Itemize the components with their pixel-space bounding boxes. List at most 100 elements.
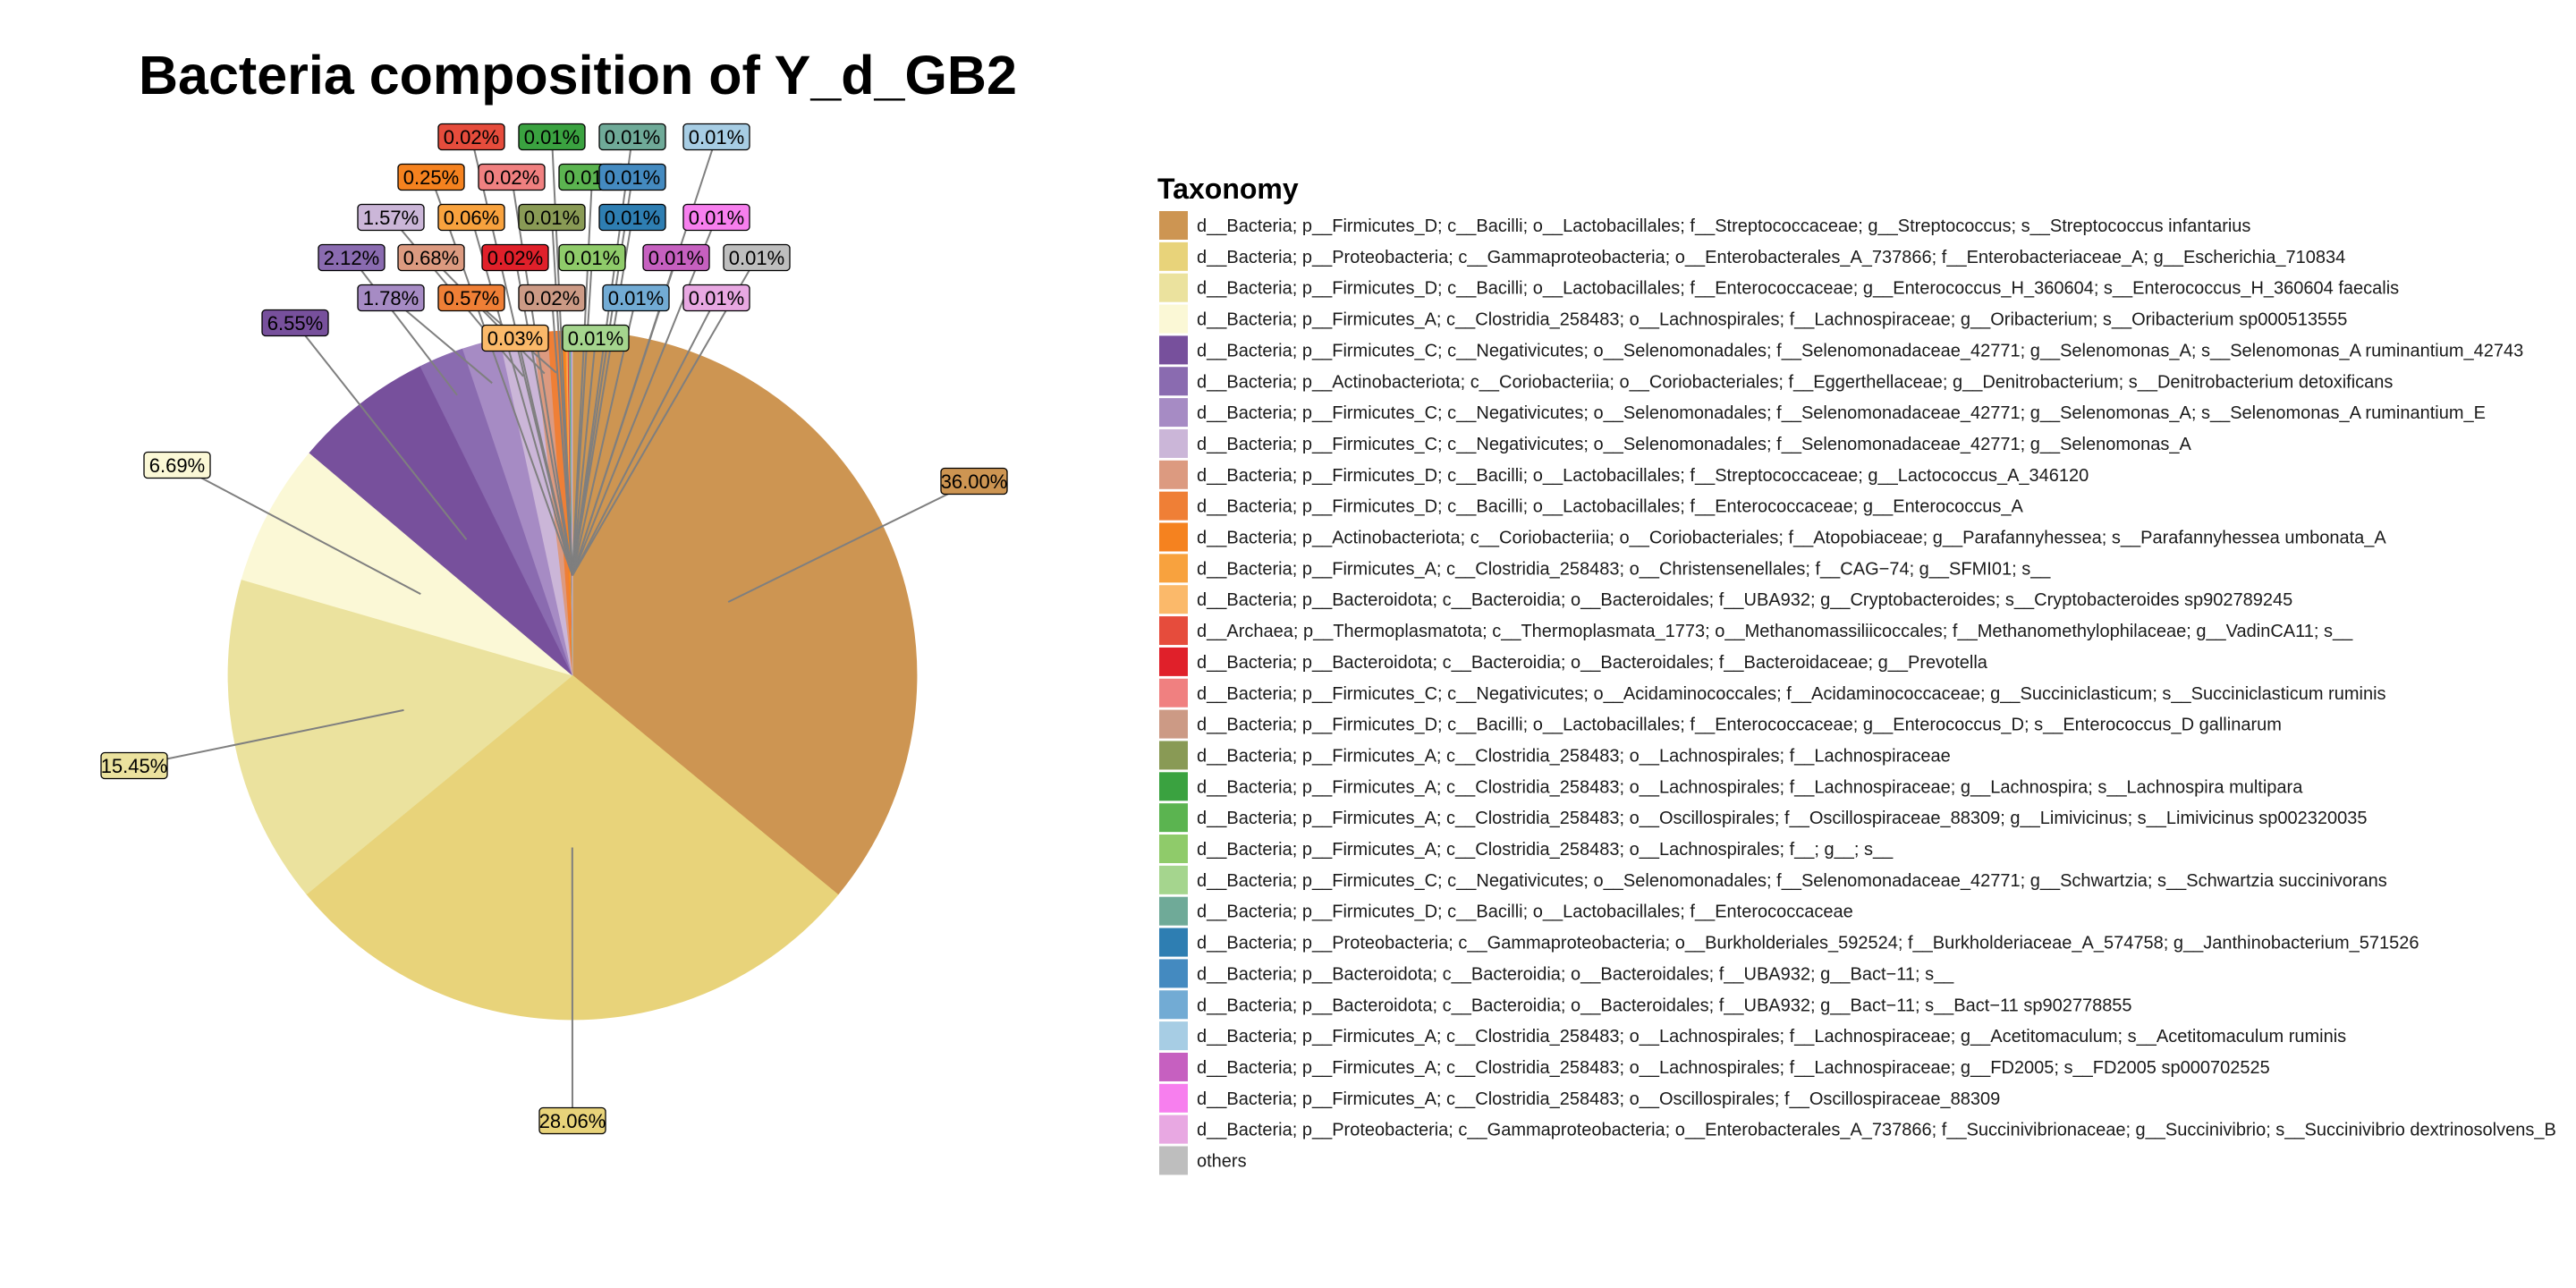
slice-label-text: 0.57% (444, 287, 499, 309)
legend-swatch (1159, 460, 1188, 489)
legend-swatch (1159, 1052, 1188, 1081)
legend-item: d__Bacteria; p__Bacteroidota; c__Bactero… (1159, 990, 2132, 1020)
slice-label-text: 6.55% (267, 312, 323, 335)
slice-label-text: 1.78% (363, 287, 419, 309)
slice-label-box (357, 284, 425, 312)
slice-label: 0.06% (437, 203, 505, 232)
slice-label-box (598, 163, 666, 191)
slice-label-box (478, 163, 546, 191)
slice-label-box (558, 243, 626, 272)
legend-label: d__Bacteria; p__Bacteroidota; c__Bactero… (1197, 590, 2292, 610)
slice-label: 0.01% (518, 203, 586, 232)
legend-swatch (1159, 522, 1188, 552)
legend-items: d__Bacteria; p__Firmicutes_D; c__Bacilli… (1159, 211, 2556, 1175)
slice-label: 0.01% (723, 243, 791, 272)
legend-swatch (1159, 1021, 1188, 1051)
legend-swatch (1159, 585, 1188, 614)
legend-swatch (1159, 398, 1188, 428)
slice-label-box (481, 324, 549, 352)
legend-label: d__Bacteria; p__Proteobacteria; c__Gamma… (1197, 1121, 2556, 1140)
slice-label-text: 28.06% (539, 1110, 606, 1132)
legend-item: d__Bacteria; p__Firmicutes_D; c__Bacilli… (1159, 273, 2399, 302)
legend-item: others (1159, 1146, 1247, 1175)
legend-label: d__Bacteria; p__Firmicutes_C; c__Negativ… (1197, 435, 2192, 454)
leader-line (572, 257, 593, 576)
slice-label-text: 0.06% (444, 207, 499, 229)
legend-swatch (1159, 273, 1188, 302)
slice-label-box (437, 123, 505, 151)
slice-label: 0.02% (481, 243, 549, 272)
slice-label-box (437, 203, 505, 232)
legend-item: d__Bacteria; p__Proteobacteria; c__Gamma… (1159, 928, 2419, 957)
legend-swatch (1159, 491, 1188, 521)
legend-item: d__Bacteria; p__Firmicutes_A; c__Clostri… (1159, 1083, 2000, 1113)
legend-item: d__Bacteria; p__Firmicutes_A; c__Clostri… (1159, 772, 2303, 801)
slice-label-text: 0.01% (605, 166, 660, 189)
slice-label: 0.02% (478, 163, 546, 191)
leader-line (176, 464, 421, 595)
slice-label: 0.01% (518, 123, 586, 151)
legend-label: d__Bacteria; p__Firmicutes_A; c__Clostri… (1197, 559, 2051, 579)
legend-label: d__Bacteria; p__Firmicutes_C; c__Negativ… (1197, 341, 2523, 360)
legend-label: d__Bacteria; p__Actinobacteriota; c__Cor… (1197, 372, 2393, 392)
slice-label-text: 0.02% (444, 126, 499, 148)
legend-swatch (1159, 647, 1188, 676)
legend-swatch (1159, 616, 1188, 646)
slice-label-box (538, 1106, 606, 1135)
legend: Taxonomy d__Bacteria; p__Firmicutes_D; c… (1157, 173, 2556, 1175)
slice-label-box (518, 284, 586, 312)
slice-label: 0.03% (481, 324, 549, 352)
slice-label-text: 0.01% (729, 247, 784, 269)
legend-label: d__Bacteria; p__Actinobacteriota; c__Cor… (1197, 529, 2386, 548)
legend-label: d__Bacteria; p__Firmicutes_D; c__Bacilli… (1197, 279, 2399, 299)
slice-label-text: 0.01% (524, 126, 580, 148)
slice-label: 15.45% (100, 751, 168, 780)
slice-label-box (397, 243, 465, 272)
leader-line (572, 216, 717, 576)
legend-item: d__Bacteria; p__Actinobacteriota; c__Cor… (1159, 522, 2386, 552)
slice-label: 0.01% (562, 324, 630, 352)
slice-label-box (261, 309, 329, 337)
legend-label: d__Bacteria; p__Firmicutes_A; c__Clostri… (1197, 1089, 2000, 1109)
slice-label: 1.78% (357, 284, 425, 312)
legend-swatch (1159, 1146, 1188, 1175)
slice-label-box (682, 203, 750, 232)
legend-label: d__Bacteria; p__Proteobacteria; c__Gamma… (1197, 248, 2345, 267)
slice-label-box (562, 324, 630, 352)
slice-label-text: 0.03% (487, 327, 543, 350)
legend-item: d__Bacteria; p__Firmicutes_D; c__Bacilli… (1159, 211, 2250, 240)
legend-swatch (1159, 959, 1188, 988)
slice-label-text: 0.01% (689, 126, 744, 148)
legend-item: d__Bacteria; p__Firmicutes_D; c__Bacilli… (1159, 491, 2024, 521)
slice-label-box (682, 123, 750, 151)
legend-item: d__Bacteria; p__Proteobacteria; c__Gamma… (1159, 1114, 2556, 1144)
slice-label: 0.01% (598, 163, 666, 191)
legend-label: d__Bacteria; p__Bacteroidota; c__Bactero… (1197, 996, 2132, 1015)
slice-label-box (518, 203, 586, 232)
legend-swatch (1159, 990, 1188, 1020)
legend-swatch (1159, 803, 1188, 833)
legend-swatch (1159, 554, 1188, 583)
legend-item: d__Bacteria; p__Firmicutes_D; c__Bacilli… (1159, 896, 1853, 926)
legend-label: d__Bacteria; p__Firmicutes_A; c__Clostri… (1197, 777, 2303, 797)
legend-label: d__Bacteria; p__Firmicutes_D; c__Bacilli… (1197, 466, 2089, 486)
legend-label: d__Bacteria; p__Firmicutes_C; c__Negativ… (1197, 403, 2486, 423)
legend-label: others (1197, 1152, 1247, 1172)
slice-label-box (518, 123, 586, 151)
slice-label-text: 0.01% (689, 207, 744, 229)
legend-item: d__Bacteria; p__Firmicutes_C; c__Negativ… (1159, 335, 2523, 365)
slice-label: 36.00% (940, 467, 1008, 496)
leader-line (430, 257, 546, 375)
legend-label: d__Bacteria; p__Bacteroidota; c__Bactero… (1197, 964, 1954, 984)
slice-label-text: 0.01% (608, 287, 664, 309)
legend-label: d__Bacteria; p__Firmicutes_A; c__Clostri… (1197, 809, 2368, 828)
slice-label: 0.02% (518, 284, 586, 312)
slice-label-box (598, 123, 666, 151)
legend-swatch (1159, 772, 1188, 801)
slice-label-box (318, 243, 386, 272)
slice-label: 0.01% (682, 123, 750, 151)
legend-item: d__Bacteria; p__Firmicutes_A; c__Clostri… (1159, 554, 2051, 583)
legend-item: d__Bacteria; p__Firmicutes_C; c__Negativ… (1159, 398, 2486, 428)
legend-item: d__Bacteria; p__Bacteroidota; c__Bactero… (1159, 585, 2292, 614)
slice-label: 0.01% (602, 284, 670, 312)
